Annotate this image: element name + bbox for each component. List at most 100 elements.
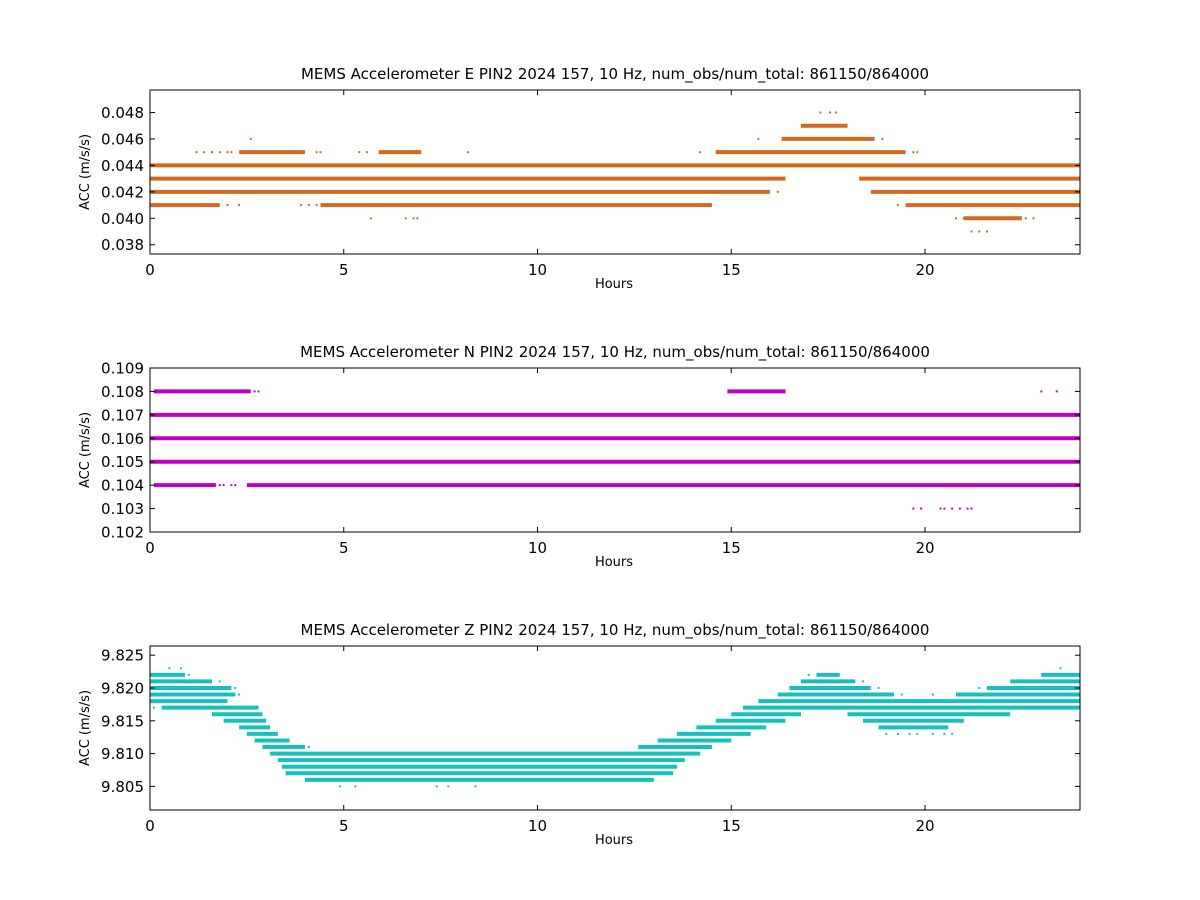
chart-z-axes-frame — [149, 645, 1081, 811]
chart-e-data-point — [978, 230, 981, 233]
chart-e-data-point — [986, 230, 988, 233]
chart-n-ytick-label: 0.108 — [101, 383, 144, 401]
chart-n-xtick-label: 20 — [915, 539, 934, 557]
chart-e-xtick-label: 20 — [915, 261, 934, 279]
chart-e-data-point — [369, 217, 372, 220]
chart-n-marks — [150, 389, 1080, 510]
chart-n-data-point — [234, 484, 237, 487]
chart-e-data-point — [757, 137, 760, 140]
chart-n-data-point — [966, 507, 969, 510]
chart-z-data-point — [1059, 667, 1062, 670]
chart-e-ytick-label: 0.044 — [101, 157, 144, 175]
chart-e-data-point — [776, 190, 779, 193]
chart-e-data-point — [319, 151, 322, 154]
chart-e-xlabel: Hours — [595, 277, 633, 292]
chart-z-data-point — [342, 752, 345, 755]
chart-z-ytick-label: 9.820 — [101, 679, 144, 697]
chart-e-marks — [150, 111, 1080, 233]
chart-z-data-point — [900, 693, 903, 696]
chart-n-data-point — [253, 390, 256, 393]
chart-n-data-point — [1040, 390, 1043, 393]
chart-n-data-point — [222, 484, 225, 487]
chart-n-axes-frame — [149, 367, 1081, 533]
chart-z-data-point — [218, 680, 221, 683]
chart-z-data-point — [916, 732, 919, 735]
chart-e-data-point — [211, 151, 213, 154]
chart-z-data-point — [521, 752, 523, 755]
chart-n-ytick-label: 0.102 — [101, 524, 144, 542]
chart-n-data-point — [951, 507, 954, 510]
chart-e-data-point — [466, 151, 469, 154]
chart-z-data-point — [474, 785, 477, 788]
chart-z-marks — [150, 667, 1080, 788]
chart-e-data-point — [238, 204, 241, 207]
chart-n-ytick-label: 0.106 — [101, 430, 144, 448]
chart-e-data-point — [195, 151, 198, 154]
chart-e-data-point — [955, 217, 957, 220]
chart-z-data-point — [877, 686, 880, 689]
chart-e-data-point — [230, 151, 233, 154]
chart-z-xlabel: Hours — [595, 833, 633, 848]
chart-e-xtick-label: 10 — [528, 261, 547, 279]
chart-z-ticks: 0 5 10 15 20 9.805 9.810 9.815 9.820 9.825 — [101, 646, 1080, 835]
chart-e-data-point — [1032, 217, 1035, 220]
chart-e-ytick-label: 0.040 — [101, 210, 144, 228]
chart-e-data-point — [834, 111, 837, 114]
chart-z-data-point — [338, 785, 341, 788]
chart-z-xtick-label: 0 — [145, 817, 155, 835]
chart-n-xtick-label: 15 — [722, 539, 741, 557]
chart-n-ytick-label: 0.109 — [101, 360, 144, 378]
chart-e-data-point — [249, 137, 252, 140]
chart-z-data-point — [579, 752, 582, 755]
chart-z-data-point — [931, 693, 934, 696]
chart-z-ytick-label: 9.815 — [101, 712, 144, 730]
chart-z-data-point — [943, 732, 946, 735]
chart-n-ytick-label: 0.107 — [101, 406, 144, 424]
chart-z-data-point — [187, 673, 190, 676]
chart-z-ytick-label: 9.810 — [101, 745, 144, 763]
chart-z-xtick-label: 5 — [339, 817, 349, 835]
chart-e-data-point — [315, 151, 318, 154]
chart-z: MEMS Accelerometer Z PIN2 2024 157, 10 H… — [78, 621, 1081, 848]
chart-z-data-point — [327, 752, 330, 755]
chart-n-data-point — [939, 507, 942, 510]
chart-z-data-point — [462, 752, 465, 755]
chart-e-ytick-label: 0.038 — [101, 236, 144, 254]
chart-z-data-point — [552, 752, 554, 755]
chart-n-data-point — [920, 507, 923, 510]
chart-z-data-point — [908, 732, 911, 735]
chart-e-ticks: 0 5 10 15 20 0.038 0.040 0.042 0.044 0.046 0.048 — [101, 90, 1080, 279]
chart-n-xtick-label: 5 — [339, 539, 349, 557]
chart-e-ytick-label: 0.042 — [101, 183, 144, 201]
chart-n-ytick-label: 0.105 — [101, 453, 144, 471]
chart-e-xtick-label: 15 — [722, 261, 741, 279]
chart-e-data-point — [404, 217, 407, 220]
chart-e-data-point — [203, 151, 206, 154]
chart-e-xtick-label: 5 — [339, 261, 349, 279]
chart-n: MEMS Accelerometer N PIN2 2024 157, 10 H… — [78, 343, 1081, 570]
chart-e-axes-frame — [149, 89, 1081, 255]
chart-z-data-point — [885, 732, 888, 735]
chart-z-data-point — [311, 752, 314, 755]
chart-z-data-point — [978, 686, 981, 689]
chart-n-data-point — [912, 507, 915, 510]
chart-n-ytick-label: 0.104 — [101, 477, 144, 495]
chart-e-data-point — [300, 204, 303, 207]
chart-z-data-point — [633, 752, 636, 755]
chart-e-data-point — [970, 230, 973, 233]
chart-e-data-point — [307, 204, 310, 207]
chart-z-ytick-label: 9.805 — [101, 778, 144, 796]
chart-n-data-point — [1055, 390, 1058, 393]
chart-e-data-point — [358, 151, 361, 154]
chart-e-data-point — [416, 217, 419, 220]
chart-n-ylabel: ACC (m/s/s) — [78, 412, 93, 488]
chart-e-ylabel: ACC (m/s/s) — [78, 134, 93, 210]
chart-e-data-point — [912, 151, 915, 154]
chart-z-data-point — [152, 706, 155, 709]
chart-z-data-point — [307, 746, 310, 749]
chart-n-data-point — [970, 507, 973, 510]
chart-n-data-point — [958, 507, 961, 510]
chart-z-data-point — [435, 785, 438, 788]
